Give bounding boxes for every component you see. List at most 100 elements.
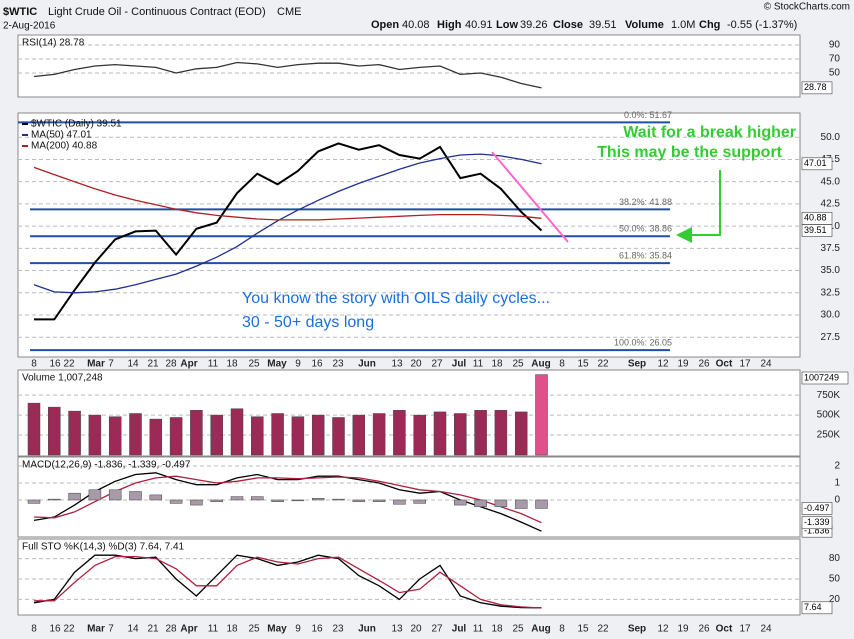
value-box bbox=[801, 516, 833, 530]
x-tick-label: 16 bbox=[311, 359, 323, 370]
x-tick-label: 27 bbox=[431, 624, 443, 635]
panel-title: Full STO %K(14,3) %D(3) 7.64, 7.41 bbox=[22, 542, 185, 553]
x-tick-label: 25 bbox=[512, 624, 524, 635]
quote-value: 40.08 bbox=[402, 19, 430, 31]
bar bbox=[413, 414, 426, 456]
x-tick-label: 24 bbox=[760, 624, 772, 635]
x-tick-label: Sep bbox=[628, 359, 646, 370]
quote-label: Low bbox=[496, 19, 518, 31]
y-tick-label: 250K bbox=[817, 430, 841, 441]
bar bbox=[474, 499, 487, 508]
bar bbox=[251, 496, 264, 501]
y-tick-label: 80 bbox=[829, 553, 841, 564]
value-box bbox=[801, 157, 833, 171]
value-box bbox=[801, 502, 833, 515]
x-tick-label: Jun bbox=[358, 359, 376, 370]
x-tick-label: 8 bbox=[559, 624, 565, 635]
quote-label: Chg bbox=[699, 19, 720, 31]
series-line bbox=[33, 166, 542, 221]
legend-label: MA(200) 40.88 bbox=[31, 141, 98, 152]
bar bbox=[433, 411, 447, 456]
y-tick-label: 27.5 bbox=[821, 332, 841, 343]
bar bbox=[129, 491, 142, 501]
x-tick-label: Jul bbox=[452, 359, 467, 370]
bar bbox=[535, 499, 548, 509]
bar bbox=[474, 410, 487, 456]
x-tick-label: 8 bbox=[31, 359, 37, 370]
x-tick-label: 16 bbox=[311, 624, 323, 635]
series-line bbox=[33, 554, 542, 609]
bar bbox=[372, 499, 386, 502]
x-tick-label: May bbox=[267, 624, 287, 635]
x-tick-label: Oct bbox=[716, 624, 733, 635]
bar bbox=[68, 492, 81, 501]
value-box-label: 28.78 bbox=[804, 82, 827, 92]
series-line bbox=[34, 142, 543, 321]
x-tick-label: 23 bbox=[332, 624, 344, 635]
panel-title: MACD(12,26,9) -1.836, -1.339, -0.497 bbox=[22, 460, 191, 471]
x-tick-label: 19 bbox=[677, 359, 689, 370]
x-tick-label: 22 bbox=[63, 359, 75, 370]
value-box-label: -1.339 bbox=[804, 517, 830, 527]
bar bbox=[352, 499, 366, 502]
bar bbox=[332, 498, 345, 501]
bar bbox=[535, 374, 548, 456]
bar bbox=[88, 489, 102, 501]
fib-label: 61.8%: 35.84 bbox=[619, 250, 672, 260]
x-tick-label: 25 bbox=[248, 359, 260, 370]
bar bbox=[108, 416, 122, 456]
annotation: This may be the support bbox=[597, 144, 783, 161]
x-tick-label: 11 bbox=[473, 359, 484, 370]
x-tick-label: Aug bbox=[531, 624, 550, 635]
y-tick-label: 750K bbox=[817, 390, 841, 401]
bar bbox=[251, 416, 264, 456]
x-tick-label: 9 bbox=[295, 359, 301, 370]
x-tick-label: 9 bbox=[295, 624, 301, 635]
fib-label: 38.2%: 41.88 bbox=[619, 197, 672, 207]
y-tick-label: 90 bbox=[829, 40, 841, 51]
support-arrow bbox=[676, 170, 721, 243]
x-tick-label: 19 bbox=[677, 624, 689, 635]
x-tick-label: Oct bbox=[716, 359, 733, 370]
copyright: © StockCharts.com bbox=[764, 2, 850, 13]
value-box-label: -1.836 bbox=[804, 526, 830, 536]
x-tick-label: 22 bbox=[597, 359, 609, 370]
x-tick-label: May bbox=[267, 359, 287, 370]
x-tick-label: 12 bbox=[657, 624, 669, 635]
bar bbox=[454, 413, 467, 456]
x-tick-label: 23 bbox=[332, 359, 344, 370]
value-box-label: 47.01 bbox=[804, 158, 827, 168]
bar bbox=[230, 408, 244, 456]
exchange: CME bbox=[277, 6, 301, 18]
x-tick-label: Sep bbox=[628, 624, 646, 635]
quote-label: Open bbox=[371, 19, 399, 31]
series-line bbox=[33, 61, 542, 89]
value-box-label: 1007249 bbox=[804, 372, 839, 382]
x-tick-label: 16 bbox=[49, 624, 61, 635]
x-tick-label: 11 bbox=[473, 624, 484, 635]
y-tick-label: 0 bbox=[834, 495, 840, 506]
quote-label: High bbox=[437, 19, 462, 31]
x-tick-label: Apr bbox=[180, 359, 197, 370]
x-tick-label: 18 bbox=[491, 359, 503, 370]
fib-label: 100.0%: 26.05 bbox=[614, 337, 672, 347]
value-box-label: 40.88 bbox=[804, 213, 827, 223]
annotation: 30 - 50+ days long bbox=[242, 314, 374, 331]
x-tick-label: 13 bbox=[391, 624, 403, 635]
x-tick-label: 22 bbox=[597, 624, 609, 635]
y-tick-label: 1 bbox=[834, 478, 840, 489]
x-tick-label: 13 bbox=[391, 359, 403, 370]
bar bbox=[271, 413, 284, 456]
x-tick-label: 11 bbox=[208, 359, 219, 370]
quote-value: -0.55 (-1.37%) bbox=[727, 19, 797, 31]
x-tick-label: 27 bbox=[431, 359, 443, 370]
x-tick-label: 12 bbox=[657, 359, 669, 370]
x-tick-label: 21 bbox=[147, 359, 159, 370]
bar bbox=[149, 418, 163, 456]
x-tick-label: 20 bbox=[410, 359, 422, 370]
bar bbox=[48, 406, 61, 456]
y-tick-label: 30.0 bbox=[821, 310, 841, 321]
quote-value: 1.0M bbox=[671, 19, 695, 31]
bar bbox=[129, 413, 142, 456]
y-tick-label: 42.5 bbox=[821, 199, 841, 210]
